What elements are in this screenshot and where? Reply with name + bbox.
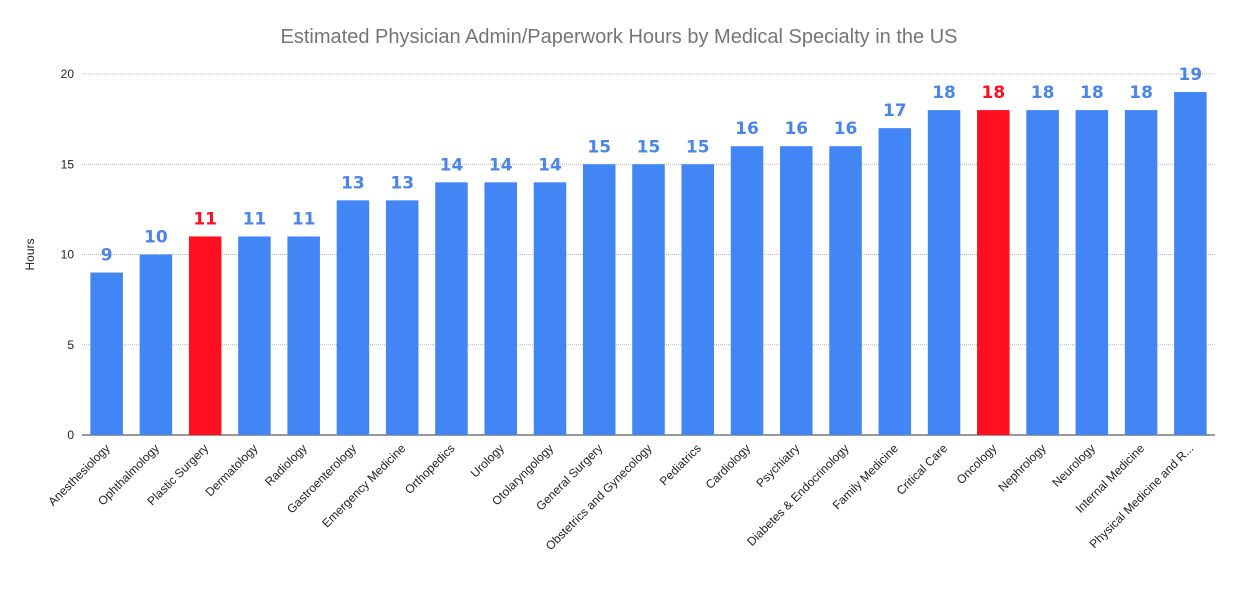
bar [977, 110, 1010, 435]
bar [90, 272, 123, 435]
data-label: 9 [101, 246, 113, 266]
data-label: 16 [834, 119, 858, 139]
x-tick-label: Pediatrics [657, 441, 704, 488]
data-label: 11 [193, 209, 217, 229]
x-tick-label: Physical Medicine and R... [1087, 441, 1197, 551]
data-label: 14 [538, 155, 562, 175]
bar [238, 236, 271, 435]
data-label: 19 [1179, 65, 1203, 85]
chart-title: Estimated Physician Admin/Paperwork Hour… [280, 26, 958, 48]
data-label: 18 [932, 83, 956, 103]
bar [336, 200, 370, 435]
bar [1026, 110, 1059, 435]
y-tick-label: 5 [67, 338, 74, 352]
bar [730, 146, 764, 435]
x-tick-label: Emergency Medicine [319, 441, 408, 530]
bar [139, 254, 173, 435]
data-label: 15 [686, 137, 710, 157]
bar [1075, 110, 1109, 435]
data-label: 16 [735, 119, 759, 139]
bar [188, 236, 222, 435]
data-label: 10 [144, 228, 168, 248]
x-tick-label: Urology [468, 441, 507, 480]
x-tick-label: Obstetrics and Gynecology [543, 441, 655, 553]
data-label: 15 [637, 137, 661, 157]
x-tick-label: Dermatology [203, 441, 261, 499]
data-label: 18 [1031, 83, 1055, 103]
data-label: 16 [784, 119, 808, 139]
x-tick-label: Diabetes & Endocrinology [744, 441, 852, 549]
bar [385, 200, 419, 435]
y-tick-label: 10 [61, 248, 75, 262]
bar [287, 236, 320, 435]
data-label: 11 [243, 209, 267, 229]
data-label: 15 [587, 137, 611, 157]
bar [484, 182, 517, 435]
x-tick-label: Nephrology [995, 441, 1048, 494]
bar [780, 146, 813, 435]
bar [582, 164, 616, 435]
bar [829, 146, 862, 435]
y-tick-label: 15 [61, 157, 75, 171]
bar [1124, 110, 1158, 435]
data-label: 18 [1080, 83, 1104, 103]
y-axis-title: Hours [23, 238, 37, 270]
bar [632, 164, 665, 435]
data-label: 14 [440, 155, 464, 175]
x-tick-label: Radiology [262, 441, 310, 489]
data-label: 13 [341, 173, 365, 193]
x-tick-label: Oncology [954, 441, 1000, 487]
bar [533, 182, 567, 435]
data-label: 18 [981, 83, 1005, 103]
data-label: 17 [883, 101, 907, 121]
bar [681, 164, 715, 435]
x-tick-label: Orthopedics [402, 441, 458, 497]
x-tick-label: Cardiology [703, 441, 753, 491]
y-tick-label: 0 [67, 428, 74, 442]
data-label: 13 [390, 173, 414, 193]
data-label: 14 [489, 155, 513, 175]
y-tick-label: 20 [61, 67, 75, 81]
x-tick-label: Psychiatry [753, 441, 802, 490]
bar [927, 110, 961, 435]
bar [878, 128, 912, 435]
data-label: 11 [292, 209, 316, 229]
bar [1174, 92, 1207, 436]
bar [435, 182, 468, 435]
data-label: 18 [1129, 83, 1153, 103]
x-tick-label: Critical Care [894, 441, 951, 498]
x-tick-label: Neurology [1049, 441, 1098, 490]
